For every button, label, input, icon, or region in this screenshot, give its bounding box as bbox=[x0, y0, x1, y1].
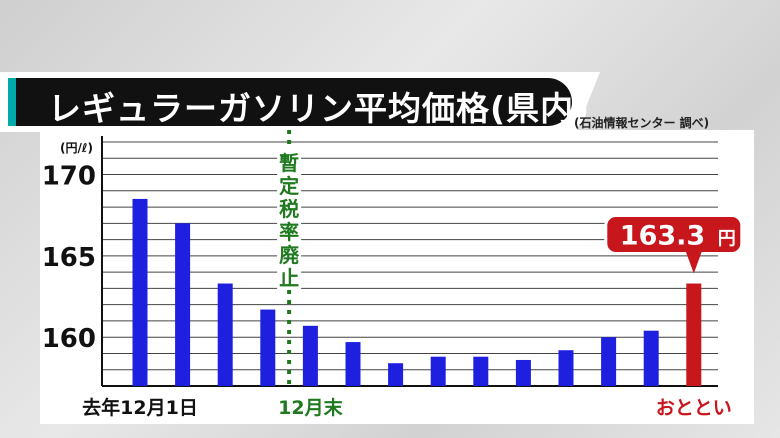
annotation-char: 止 bbox=[279, 266, 299, 290]
bar bbox=[473, 356, 489, 386]
annotation-char: 定 bbox=[279, 174, 299, 198]
bar bbox=[132, 198, 148, 386]
callout-box bbox=[604, 214, 744, 256]
bar bbox=[558, 350, 574, 386]
bar bbox=[601, 337, 617, 386]
y-tick-label: 165 bbox=[42, 243, 96, 273]
title-bar bbox=[8, 78, 572, 126]
bar bbox=[302, 325, 318, 386]
annotation-text-bg bbox=[277, 150, 302, 290]
callout-unit: 円 bbox=[718, 229, 736, 250]
bar bbox=[643, 330, 659, 386]
bar bbox=[175, 223, 191, 386]
x-tick-label: 12月末 bbox=[278, 396, 343, 419]
annotation-char: 税 bbox=[279, 197, 299, 221]
bar bbox=[686, 283, 702, 386]
bar bbox=[345, 342, 361, 386]
callout-value: 163.3 bbox=[620, 221, 705, 252]
annotation-char: 廃 bbox=[279, 243, 300, 267]
y-tick-label: 160 bbox=[42, 324, 96, 354]
x-tick-label: おととい bbox=[656, 397, 732, 419]
source-note: (石油情報センター 調べ) bbox=[574, 116, 710, 130]
chart-title: レギュラーガソリン平均価格(県内) bbox=[48, 89, 591, 128]
x-tick-label: 去年12月1日 bbox=[82, 396, 198, 419]
annotation-char: 率 bbox=[279, 220, 299, 244]
annotation-char: 暫 bbox=[279, 151, 299, 175]
bar bbox=[430, 356, 446, 386]
bar bbox=[260, 309, 276, 386]
bar bbox=[515, 359, 531, 386]
callout-pointer bbox=[685, 251, 702, 274]
bar bbox=[217, 283, 233, 386]
y-tick-label: 170 bbox=[42, 162, 96, 192]
bar bbox=[388, 363, 404, 386]
y-axis-unit: (円/ℓ) bbox=[60, 141, 93, 155]
